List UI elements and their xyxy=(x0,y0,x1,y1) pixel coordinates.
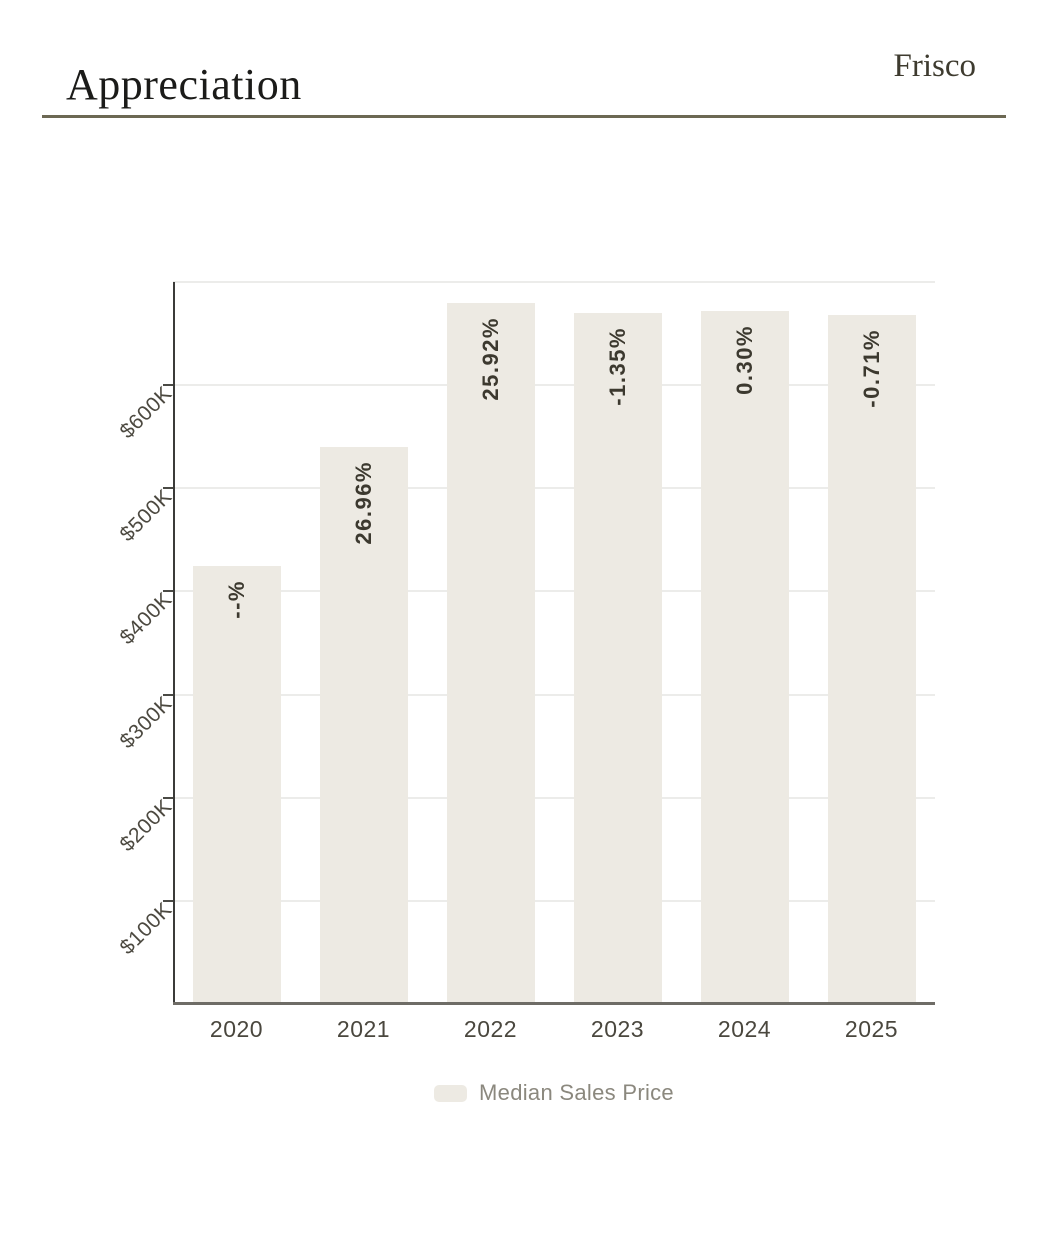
y-tick xyxy=(163,487,173,490)
gridline xyxy=(173,796,935,799)
x-tick-label: 2022 xyxy=(463,1016,518,1042)
gridline xyxy=(173,487,935,490)
x-axis-line xyxy=(173,1002,935,1005)
y-axis-line xyxy=(173,282,175,1004)
y-tick xyxy=(163,796,173,799)
y-tick-label: $500K xyxy=(115,485,177,547)
bar-value-label: -1.35% xyxy=(604,326,630,406)
plot-area: $100K $200K $300K $400K $500K $600K --% 2020 26.… xyxy=(115,281,935,1042)
bar xyxy=(700,310,789,1004)
bar xyxy=(446,303,535,1004)
bar xyxy=(827,315,916,1004)
bar-value-label: --% xyxy=(223,579,249,619)
legend-swatch xyxy=(434,1084,468,1102)
gridline xyxy=(173,590,935,593)
y-tick-label: $200K xyxy=(115,794,177,856)
x-tick-label: 2024 xyxy=(717,1016,772,1042)
bar xyxy=(573,312,662,1004)
location-label: Frisco xyxy=(893,48,977,84)
bar-value-label: 26.96% xyxy=(350,461,376,546)
gridline xyxy=(173,281,935,283)
bar-value-label: 0.30% xyxy=(731,324,757,395)
y-tick-label: $600K xyxy=(115,382,177,444)
gridline xyxy=(173,384,935,387)
x-tick-label: 2020 xyxy=(209,1016,264,1042)
gridline xyxy=(173,693,935,696)
y-tick-label: $400K xyxy=(115,588,177,650)
bar xyxy=(192,565,281,1004)
y-tick-label: $100K xyxy=(115,897,177,959)
legend: Median Sales Price xyxy=(173,1080,935,1106)
x-tick-label: 2025 xyxy=(844,1016,899,1042)
bar-value-label: 25.92% xyxy=(477,317,503,401)
header-divider xyxy=(42,115,1006,118)
x-tick-label: 2023 xyxy=(590,1016,645,1042)
y-tick xyxy=(163,899,173,902)
legend-label: Median Sales Price xyxy=(479,1080,674,1105)
bar-value-label: -0.71% xyxy=(858,329,884,409)
bar xyxy=(319,447,408,1004)
x-tick-label: 2021 xyxy=(336,1016,391,1042)
y-tick xyxy=(163,590,173,593)
page-title: Appreciation xyxy=(66,60,302,110)
gridline xyxy=(173,899,935,902)
y-tick xyxy=(163,693,173,696)
y-tick-label: $300K xyxy=(115,691,177,753)
y-tick xyxy=(163,384,173,387)
